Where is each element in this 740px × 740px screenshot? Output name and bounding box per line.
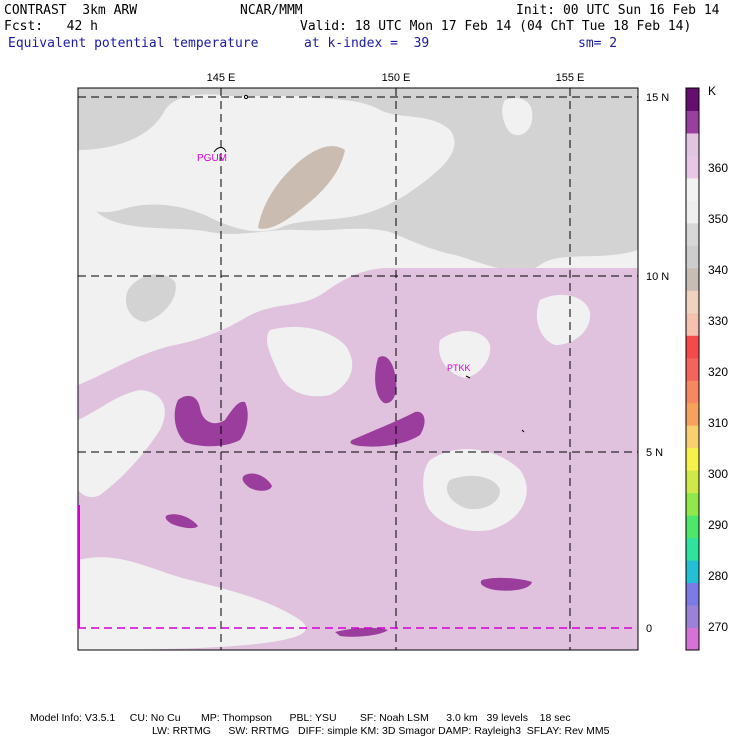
colorbar-label-330: 330 (708, 314, 728, 328)
colorbar-label-280: 280 (708, 569, 728, 583)
purple-blob-6 (480, 577, 532, 591)
field-shading (78, 88, 638, 650)
lon-label-150e: 150 E (382, 72, 411, 84)
colorbar-label-340: 340 (708, 263, 728, 277)
colorbar (686, 88, 699, 651)
graticule (78, 88, 638, 650)
lilac-region (78, 268, 638, 650)
white-patch-east (536, 294, 591, 345)
colorbar-swatch (686, 537, 699, 561)
grey-patch-southeast (446, 475, 500, 510)
colorbar-label-310: 310 (708, 416, 728, 430)
lon-label-145e: 145 E (207, 72, 236, 84)
lat-label-5n: 5 N (646, 447, 663, 459)
colorbar-swatch (686, 290, 699, 314)
white-patch-southwest (78, 390, 165, 498)
colorbar-frame (685, 87, 700, 651)
field-name: Equivalent potential temperature (8, 36, 259, 51)
colorbar-label-270: 270 (708, 620, 728, 634)
white-patch-ptkk (439, 330, 491, 378)
purple-blob-1 (174, 395, 248, 447)
station-ptkk: PTKK (447, 363, 471, 373)
island-marker-north (243, 94, 249, 100)
colorbar-swatch (686, 470, 699, 494)
model-title: CONTRAST 3km ARW (4, 3, 138, 18)
colorbar-swatch (686, 627, 699, 651)
colorbar-swatch (686, 335, 699, 359)
white-patch-south (78, 557, 306, 650)
station-pgum: PGUM (197, 153, 227, 164)
colorbar-swatch (686, 425, 699, 449)
purple-blob-5 (165, 514, 198, 529)
colorbar-label-290: 290 (708, 518, 728, 532)
org-label: NCAR/MMM (240, 3, 303, 18)
purple-blob-3 (350, 411, 425, 447)
colorbar-swatch (686, 200, 699, 224)
grey-region-northeast (480, 90, 638, 250)
white-islet (502, 98, 533, 136)
colorbar-swatch (686, 132, 699, 156)
colorbar-swatch (686, 402, 699, 426)
colorbar-swatch (686, 245, 699, 269)
init-time: Init: 00 UTC Sun 16 Feb 14 (516, 3, 720, 18)
colorbar-swatch (686, 380, 699, 404)
lon-label-155e: 155 E (556, 72, 585, 84)
colorbar-label-300: 300 (708, 467, 728, 481)
purple-blob-4 (242, 473, 272, 491)
purple-blob-2 (375, 356, 397, 404)
island-marker-east (521, 429, 525, 433)
colorbar-swatch (686, 605, 699, 629)
colorbar-swatch (686, 492, 699, 516)
colorbar-swatch (686, 177, 699, 201)
colorbar-unit: K (708, 84, 716, 98)
model-info-line1: Model Info: V3.5.1 CU: No Cu MP: Thompso… (30, 712, 571, 724)
lat-label-10n: 10 N (646, 271, 669, 283)
lat-label-15n: 15 N (646, 92, 669, 104)
colorbar-swatch (686, 582, 699, 606)
colorbar-label-360: 360 (708, 161, 728, 175)
colorbar-swatch (686, 267, 699, 291)
map-frame (77, 87, 639, 651)
island-guam-outline (213, 147, 227, 153)
tan-ridge (258, 146, 345, 229)
colorbar-label-350: 350 (708, 212, 728, 226)
colorbar-swatch (686, 222, 699, 246)
colorbar-labels: 270 280 290 300 310 320 330 340 350 360 (708, 161, 728, 634)
colorbar-swatch (686, 447, 699, 471)
grey-patch-west (125, 274, 176, 322)
forecast-hour: Fcst: 42 h (4, 19, 98, 34)
white-patch-north (78, 94, 455, 232)
model-info-line2: LW: RRTMG SW: RRTMG DIFF: simple KM: 3D … (152, 725, 610, 737)
colorbar-label-320: 320 (708, 365, 728, 379)
colorbar-swatch (686, 312, 699, 336)
smoothing-label: sm= 2 (578, 36, 618, 51)
colorbar-swatch (686, 560, 699, 584)
colorbar-swatch (686, 110, 699, 134)
island-chuuk-outline (465, 375, 471, 379)
purple-blob-7 (335, 627, 388, 637)
colorbar-swatch (686, 155, 699, 179)
colorbar-swatch (686, 88, 699, 111)
colorbar-swatch (686, 357, 699, 381)
lat-label-0: 0 (646, 623, 652, 635)
level-label: at k-index = 39 (304, 36, 430, 51)
white-patch-central (267, 326, 353, 397)
valid-time: Valid: 18 UTC Mon 17 Feb 14 (04 ChT Tue … (300, 19, 692, 34)
colorbar-swatch (686, 515, 699, 539)
